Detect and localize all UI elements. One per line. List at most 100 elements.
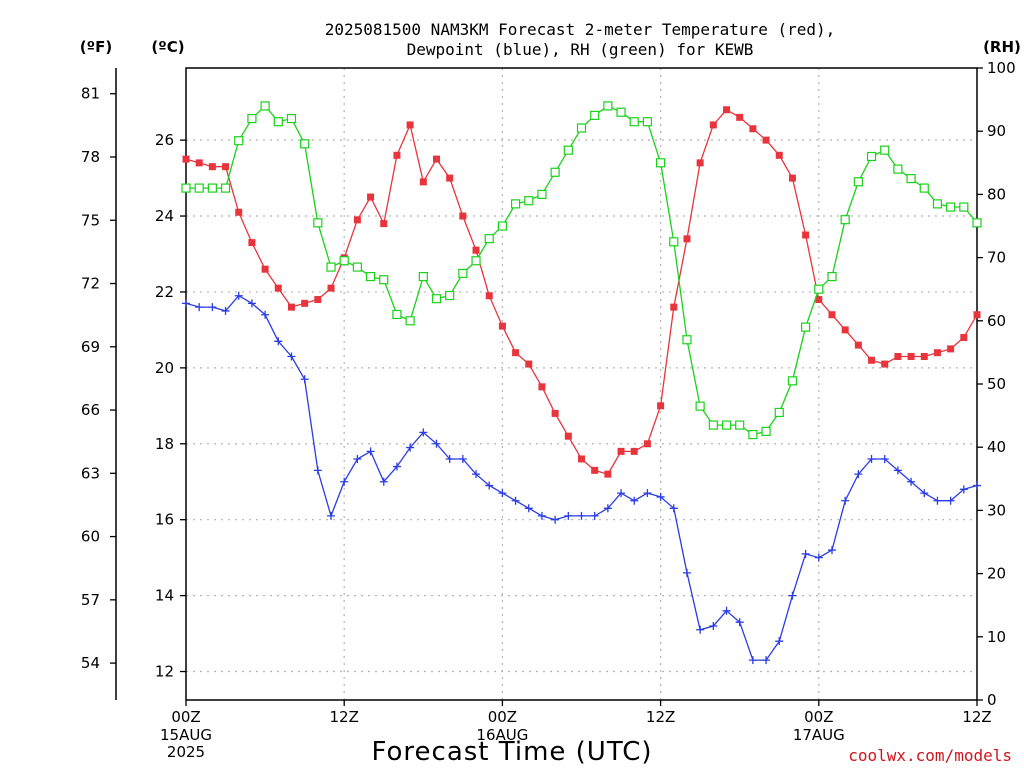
- rh-point: [721, 420, 732, 430]
- dewpoint-point: [841, 496, 850, 505]
- temperature-point: [485, 292, 493, 300]
- rh-point: [629, 117, 639, 127]
- rh-point: [563, 145, 573, 155]
- temperature-point: [301, 299, 309, 307]
- temperature-point: [788, 174, 796, 182]
- temperature-point: [643, 440, 651, 448]
- celsius-tick-label: 26: [155, 131, 174, 149]
- temperature-point: [498, 322, 506, 330]
- celsius-tick-label: 16: [155, 511, 174, 529]
- rh-point: [814, 284, 824, 294]
- temperature-point: [723, 106, 731, 114]
- dewpoint-point: [854, 470, 863, 479]
- rh-point: [181, 183, 191, 193]
- temperature-point: [933, 349, 941, 357]
- dewpoint-point: [814, 553, 823, 562]
- rh-point: [946, 202, 956, 212]
- temperature-point: [881, 360, 889, 368]
- temperature-point: [182, 155, 190, 163]
- temperature-point: [274, 284, 282, 292]
- rh-point: [234, 136, 244, 146]
- rh-point: [827, 271, 837, 282]
- temperature-point: [841, 326, 849, 334]
- rh-point: [431, 294, 442, 304]
- dewpoint-point: [880, 454, 889, 463]
- rh-point: [537, 189, 547, 199]
- rh-point: [959, 202, 969, 212]
- fahrenheit-tick-label: 66: [81, 401, 100, 419]
- temperature-point: [920, 352, 928, 360]
- rh-point: [616, 107, 626, 117]
- rh-tick-label: 40: [987, 438, 1006, 456]
- dewpoint-point: [656, 492, 665, 501]
- rh-point: [418, 271, 428, 282]
- rh-point: [787, 376, 798, 386]
- rh-point: [932, 199, 943, 209]
- dewpoint-point: [867, 454, 876, 463]
- x-tick-label: 12Z: [330, 708, 359, 726]
- dewpoint-point: [564, 511, 573, 520]
- celsius-tick-label: 22: [155, 283, 174, 301]
- rh-point: [708, 420, 718, 430]
- dewpoint-point: [959, 485, 968, 494]
- rh-point: [484, 234, 494, 244]
- temperature-point: [432, 155, 440, 163]
- temperature-point: [538, 383, 546, 391]
- rh-point: [761, 426, 771, 436]
- fahrenheit-tick-label: 69: [81, 338, 100, 356]
- dewpoint-point: [498, 489, 507, 498]
- dewpoint-point: [340, 477, 349, 486]
- celsius-tick-label: 24: [155, 207, 174, 225]
- rh-point: [840, 215, 850, 225]
- rh-point: [260, 101, 270, 111]
- dewpoint-point: [933, 496, 942, 505]
- rh-point: [220, 183, 231, 193]
- rh-point: [313, 218, 323, 228]
- rh-point: [748, 429, 758, 440]
- credit-link[interactable]: coolwx.com/models: [848, 746, 1012, 765]
- rh-tick-label: 10: [987, 628, 1006, 646]
- temperature-point: [894, 352, 902, 360]
- temperature-point: [868, 356, 876, 364]
- rh-point: [194, 183, 204, 193]
- rh-point: [352, 262, 362, 272]
- rh-point: [286, 113, 297, 124]
- dewpoint-point: [762, 656, 771, 665]
- temperature-point: [208, 163, 216, 171]
- fahrenheit-tick-label: 72: [81, 275, 100, 293]
- temperature-point: [406, 121, 414, 129]
- rh-point: [682, 335, 692, 345]
- temperature-point: [657, 402, 665, 410]
- dewpoint-point: [313, 466, 322, 475]
- dewpoint-point: [669, 504, 678, 513]
- rh-tick-label: 80: [987, 185, 1006, 203]
- temperature-point: [736, 113, 744, 121]
- rh-point: [906, 174, 916, 184]
- dewpoint-point: [920, 489, 929, 498]
- temperature-point: [393, 151, 401, 159]
- chart-title-line-2: Dewpoint (blue), RH (green) for KEWB: [407, 40, 754, 59]
- dewpoint-markers: [182, 291, 981, 665]
- temperature-point: [591, 466, 599, 474]
- dewpoint-point: [682, 568, 691, 577]
- dewpoint-point: [327, 511, 336, 520]
- data-series: [181, 101, 982, 665]
- temperature-point: [709, 121, 717, 129]
- rh-point: [339, 256, 349, 266]
- temperature-point: [419, 178, 427, 186]
- rh-point: [972, 218, 982, 228]
- dewpoint-point: [907, 477, 916, 486]
- temperature-point: [815, 296, 823, 304]
- x-year-label: 2025: [167, 743, 205, 761]
- x-tick-label: 00Z: [171, 708, 200, 726]
- temperature-point: [749, 125, 757, 133]
- dewpoint-point: [893, 466, 902, 475]
- fahrenheit-tick-label: 60: [81, 528, 100, 546]
- temperature-point: [287, 303, 295, 311]
- temperature-point: [551, 409, 559, 417]
- temperature-point: [907, 352, 915, 360]
- x-axis-title: Forecast Time (UTC): [371, 737, 652, 767]
- fahrenheit-unit-label: (ºF): [80, 38, 112, 56]
- fahrenheit-tick-label: 57: [81, 591, 100, 609]
- celsius-tick-label: 14: [155, 587, 174, 605]
